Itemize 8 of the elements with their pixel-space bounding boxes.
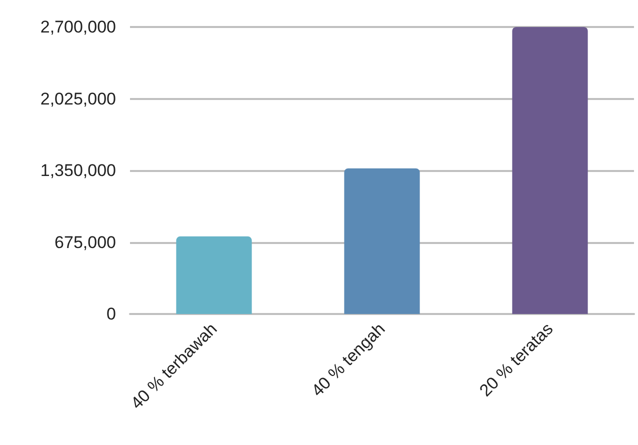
bar (344, 168, 420, 314)
bar (176, 236, 252, 314)
bar (512, 27, 588, 314)
y-tick-label: 2,025,000 (40, 89, 116, 108)
y-tick-label: 675,000 (54, 232, 116, 252)
y-tick-label: 0 (106, 304, 116, 324)
y-tick-label: 2,700,000 (40, 18, 116, 36)
y-tick-label: 1,350,000 (40, 161, 116, 180)
